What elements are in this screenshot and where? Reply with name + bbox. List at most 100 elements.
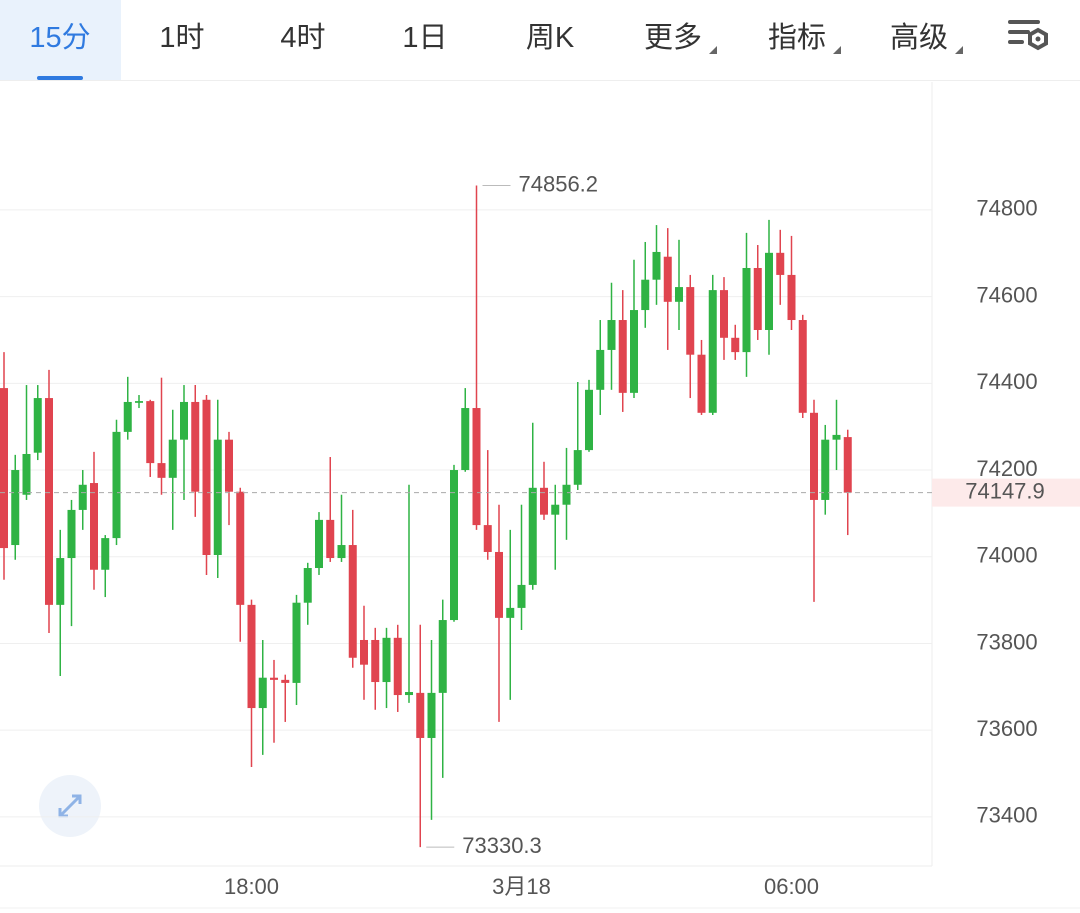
candle-body: [67, 509, 76, 559]
candle-body: [168, 439, 177, 478]
candle-body: [675, 287, 683, 302]
candle-body: [832, 434, 841, 440]
expand-button[interactable]: [39, 775, 101, 837]
candle-body: [697, 354, 706, 413]
x-tick-label: 18:00: [224, 874, 279, 899]
candle-body: [78, 484, 87, 510]
candle-body: [56, 558, 65, 605]
candle-body: [585, 389, 593, 451]
candle-body: [540, 487, 548, 515]
candle-body: [765, 252, 773, 330]
candle-body: [742, 267, 751, 353]
candle-body: [112, 431, 121, 539]
candle-body: [483, 525, 492, 552]
x-tick-label: 06:00: [764, 874, 819, 899]
candle-body: [0, 388, 8, 549]
candle-body: [472, 408, 481, 526]
high-annotation: 74856.2: [519, 171, 599, 196]
candle-body: [146, 401, 155, 464]
candle-body: [180, 401, 188, 440]
dropdown-arrow: [833, 46, 841, 54]
candle-body: [22, 453, 31, 495]
candle-body: [270, 677, 278, 680]
candle-body: [292, 602, 301, 683]
y-tick-label: 73400: [976, 803, 1037, 828]
candle-body: [315, 519, 323, 569]
candle-body: [101, 538, 110, 570]
candle-body: [202, 399, 211, 556]
candle-body: [360, 639, 368, 665]
timeframe-tab[interactable]: 更多: [643, 22, 702, 54]
candle-body: [641, 279, 650, 311]
y-tick-label: 74600: [976, 282, 1037, 307]
candle-body: [450, 470, 458, 621]
candle-body: [753, 267, 762, 330]
candle-body: [405, 692, 413, 696]
candle-body: [45, 398, 53, 605]
candle-body: [517, 584, 526, 608]
candle-body: [123, 401, 132, 432]
dropdown-arrow: [955, 46, 963, 54]
candle-body: [663, 256, 672, 302]
candle-body: [326, 519, 335, 559]
candle-body: [247, 604, 256, 709]
timeframe-tab[interactable]: 15分: [0, 0, 121, 80]
candle-body: [382, 637, 391, 683]
candle-body: [528, 487, 537, 585]
candle-body: [596, 349, 605, 390]
candle-body: [495, 551, 503, 618]
candle-body: [708, 290, 717, 413]
y-tick-label: 73600: [976, 716, 1037, 741]
candle-body: [371, 639, 380, 683]
settings-icon[interactable]: [1008, 20, 1048, 56]
candle-body: [191, 401, 200, 492]
timeframe-tab[interactable]: 4时: [280, 22, 326, 54]
dropdown-arrow: [709, 46, 717, 54]
candle-body: [461, 408, 470, 471]
y-tick-label: 74800: [976, 196, 1037, 221]
candle-body: [652, 251, 661, 280]
y-tick-label: 74000: [976, 543, 1037, 568]
candle-body: [135, 401, 143, 403]
candle-body: [427, 692, 436, 738]
x-tick-label: 3月18: [492, 874, 551, 899]
candle-body: [506, 607, 515, 618]
candle-body: [787, 274, 796, 321]
y-tick-label: 74200: [976, 456, 1037, 481]
candle-body: [33, 398, 42, 453]
candle-body: [810, 412, 818, 500]
candle-body: [11, 470, 20, 546]
candle-body: [416, 692, 425, 738]
candle-body: [438, 620, 447, 693]
candle-body: [821, 439, 830, 500]
candle-body: [551, 504, 560, 515]
timeframe-tab[interactable]: 指标: [767, 22, 826, 54]
candle-body: [393, 637, 402, 696]
candle-body: [776, 252, 785, 275]
candle-body: [236, 491, 245, 605]
timeframe-tab[interactable]: 1日: [402, 22, 448, 54]
candle-body: [303, 568, 312, 603]
timeframe-tab[interactable]: 周K: [525, 22, 575, 54]
candle-body: [686, 287, 695, 355]
price-label: 74147.9: [965, 478, 1045, 503]
candle-body: [618, 320, 627, 393]
timeframe-tab[interactable]: 高级: [889, 22, 948, 54]
candle-body: [562, 484, 571, 505]
candle-body: [798, 320, 807, 413]
candle-body: [731, 337, 740, 353]
candle-body: [337, 545, 346, 559]
candle-body: [258, 677, 267, 709]
candle-body: [90, 483, 98, 570]
low-annotation: 73330.3: [462, 833, 542, 858]
candle-body: [607, 320, 616, 350]
candle-body: [213, 439, 222, 556]
candle-body: [573, 450, 582, 485]
y-tick-label: 73800: [976, 629, 1037, 654]
timeframe-tab[interactable]: 1时: [159, 22, 205, 54]
toolbar: 15分 1时 4时 1日 周K 更多 指标 高级: [0, 0, 1080, 81]
candle-body: [843, 437, 852, 493]
candle-body: [720, 290, 728, 338]
